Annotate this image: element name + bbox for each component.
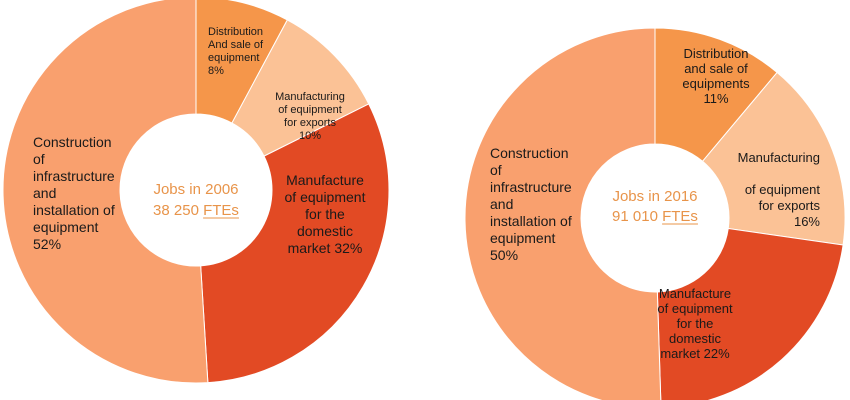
donut-chart-2: Distribution and sale of equipments 11% Manu…	[464, 27, 846, 400]
center-title: Jobs in 2016	[612, 188, 697, 205]
slice-label-domestic: Manufacture of equipment for the domestic ma…	[285, 172, 366, 256]
slice-construction	[2, 0, 209, 384]
center-title: Jobs in 2006	[153, 181, 238, 198]
slice-label-construction: Construction of infrastructure and installat…	[490, 145, 572, 263]
slice-label-exports: Manufacturing of equipment for exports 10%	[275, 91, 345, 142]
donut-chart-1: Distribution And sale of equipment 8%Manufa…	[2, 0, 390, 384]
slice-exports	[701, 71, 846, 246]
slice-label-distribution: Distribution and sale of equipments 11%	[682, 46, 750, 106]
center-value: 91 010 FTEs	[612, 208, 698, 225]
slice-construction	[464, 27, 662, 400]
slice-label-distribution: Distribution And sale of equipment 8%	[208, 26, 264, 77]
slice-domestic	[656, 227, 844, 400]
center-value: 38 250 FTEs	[153, 202, 239, 219]
slice-domestic	[200, 103, 390, 384]
slice-label-exports: Manufacturing of equipment for exports 16%	[738, 150, 821, 229]
slice-label-construction: Construction of infrastructure and installat…	[33, 134, 115, 252]
slice-label-domestic: Manufacture of equipment for the domestic ma…	[657, 286, 733, 361]
